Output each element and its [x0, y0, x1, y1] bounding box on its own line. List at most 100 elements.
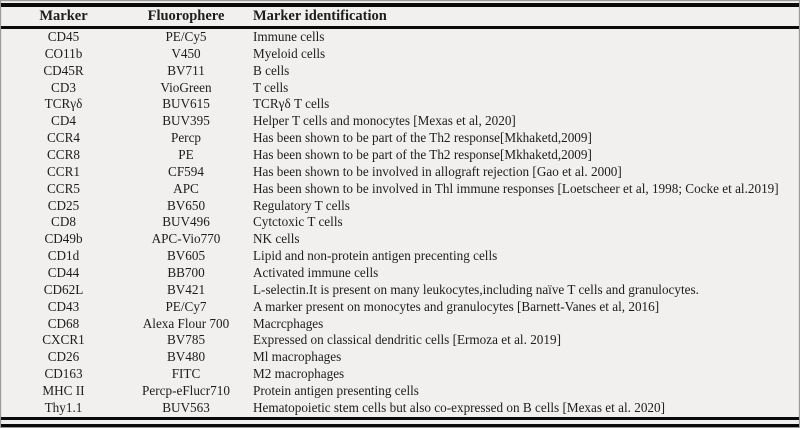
- cell-fluorophore: BV480: [166, 349, 206, 365]
- cell-marker: CXCR1: [42, 332, 85, 348]
- cell-fluorophore: V450: [171, 45, 201, 61]
- cell-identification: Has been shown to be part of the Th2 res…: [253, 130, 592, 146]
- cell-fluorophore: CF594: [168, 163, 204, 179]
- bottom-rule: [1, 417, 799, 420]
- table-row: CD68 Alexa Flour 700 Macrcphages: [1, 316, 799, 333]
- cell-identification: TCRγδ T cells: [253, 96, 330, 112]
- table-row: CXCR1 BV785 Expressed on classical dendrit…: [1, 332, 799, 349]
- cell-marker: CD1d: [47, 248, 80, 264]
- cell-identification: Immune cells: [253, 29, 325, 44]
- cell-fluorophore: BUV395: [162, 113, 210, 129]
- table-row: CD8 BUV496 Cytctoxic T cells: [1, 214, 799, 231]
- cell-identification: Expressed on classical dendritic cells […: [253, 332, 561, 348]
- table-row: CD163 FITC M2 macrophages: [1, 366, 799, 383]
- cell-identification: Has been shown to be involved in Thl imm…: [253, 180, 779, 196]
- cell-marker: CD44: [47, 265, 80, 281]
- table-row: CD1d BV605 Lipid and non-protein antigen p…: [1, 248, 799, 265]
- cell-fluorophore: FITC: [171, 366, 201, 382]
- cell-identification: Has been shown to be involved in allogra…: [253, 163, 622, 179]
- cell-marker: CD163: [44, 366, 83, 382]
- cell-marker: CCR1: [47, 163, 80, 179]
- cell-fluorophore: BV421: [166, 281, 206, 297]
- table-row: MHC II Percp-eFlucr710 Protein antigen pre…: [1, 383, 799, 400]
- cell-marker: CCR4: [47, 130, 80, 146]
- outer-bottom-rule: [1, 424, 799, 427]
- cell-marker: CD45R: [43, 62, 84, 78]
- cell-marker: CD68: [47, 315, 80, 331]
- top-rule: [1, 3, 799, 7]
- cell-fluorophore: APC: [173, 180, 199, 196]
- cell-fluorophore: BUV563: [162, 399, 210, 415]
- cell-identification: Ml macrophages: [253, 349, 342, 365]
- column-header-fluorophore: Fluorophere: [147, 8, 225, 24]
- table-row: TCRγδ BUV615 TCRγδ T cells: [1, 96, 799, 113]
- cell-marker: CD8: [51, 214, 76, 230]
- table-body: CD45 PE/Cy5 Immune cells CO11b V450 Myeloid c…: [1, 29, 799, 417]
- cell-marker: CD25: [47, 197, 80, 213]
- table-row: CD43 PE/Cy7 A marker present on monocytes …: [1, 299, 799, 316]
- cell-marker: CD45: [47, 29, 80, 44]
- cell-marker: TCRγδ: [44, 96, 83, 112]
- cell-fluorophore: BB700: [167, 265, 205, 281]
- cell-identification: Activated immune cells: [253, 265, 379, 281]
- cell-identification: Has been shown to be part of the Th2 res…: [253, 147, 592, 163]
- cell-marker: MHC II: [42, 383, 85, 399]
- table-row: CD44 BB700 Activated immune cells: [1, 265, 799, 282]
- header-underline-rule: [1, 26, 799, 29]
- cell-fluorophore: Percp: [170, 130, 202, 146]
- cell-marker: Thy1.1: [44, 399, 83, 415]
- column-header-marker: Marker: [39, 8, 88, 24]
- table-row: CD25 BV650 Regulatory T cells: [1, 198, 799, 215]
- table-row: CD49b APC-Vio770 NK cells: [1, 231, 799, 248]
- table-row: CD3 VioGreen T cells: [1, 80, 799, 97]
- cell-identification: Helper T cells and monocytes [Mexas et a…: [253, 113, 516, 129]
- cell-identification: Cytctoxic T cells: [253, 214, 343, 230]
- cell-fluorophore: APC-Vio770: [151, 231, 221, 247]
- table-row: CCR8 PE Has been shown to be part of the T…: [1, 147, 799, 164]
- cell-fluorophore: BV650: [166, 197, 206, 213]
- cell-fluorophore: VioGreen: [160, 79, 212, 95]
- table-row: CD45 PE/Cy5 Immune cells: [1, 29, 799, 46]
- cell-fluorophore: BUV615: [162, 96, 210, 112]
- cell-identification: Regulatory T cells: [253, 197, 350, 213]
- cell-fluorophore: BV711: [167, 62, 205, 78]
- cell-identification: Protein antigen presenting cells: [253, 383, 419, 399]
- table-header-row: Marker Fluorophere Marker identification: [1, 7, 799, 26]
- cell-marker: CD43: [47, 298, 80, 314]
- cell-identification: T cells: [253, 79, 289, 95]
- cell-fluorophore: PE/Cy7: [165, 298, 207, 314]
- cell-identification: A marker present on monocytes and granul…: [253, 298, 660, 314]
- cell-marker: CD62L: [43, 281, 84, 297]
- cell-marker: CD3: [51, 79, 76, 95]
- cell-fluorophore: BV785: [166, 332, 206, 348]
- cell-identification: Lipid and non-protein antigen precenting…: [253, 248, 498, 264]
- table-row: CD62L BV421 L-selectin.It is present on ma…: [1, 282, 799, 299]
- table-row: CD26 BV480 Ml macrophages: [1, 349, 799, 366]
- cell-marker: CCR5: [47, 180, 80, 196]
- cell-marker: CD4: [51, 113, 76, 129]
- cell-identification: Hematopoietic stem cells but also co-exp…: [253, 399, 665, 415]
- cell-fluorophore: PE/Cy5: [165, 29, 207, 44]
- table-row: CD45R BV711 B cells: [1, 63, 799, 80]
- cell-fluorophore: PE: [178, 147, 194, 163]
- table-row: CCR1 CF594 Has been shown to be involved i…: [1, 164, 799, 181]
- column-header-identification: Marker identification: [253, 8, 387, 24]
- table-row: CO11b V450 Myeloid cells: [1, 46, 799, 63]
- cell-marker: CO11b: [44, 45, 83, 61]
- table-row: CCR4 Percp Has been shown to be part of th…: [1, 130, 799, 147]
- cell-identification: Macrcphages: [253, 315, 324, 331]
- cell-fluorophore: Alexa Flour 700: [142, 315, 230, 331]
- cell-fluorophore: Percp-eFlucr710: [142, 383, 230, 399]
- cell-marker: CD26: [47, 349, 80, 365]
- cell-identification: L-selectin.It is present on many leukocy…: [253, 281, 699, 297]
- cell-identification: M2 macrophages: [253, 366, 345, 382]
- cell-marker: CCR8: [47, 147, 80, 163]
- cell-marker: CD49b: [44, 231, 83, 247]
- cell-identification: NK cells: [253, 231, 300, 247]
- table-row: Thy1.1 BUV563 Hematopoietic stem cells but…: [1, 400, 799, 417]
- cell-fluorophore: BUV496: [162, 214, 210, 230]
- cell-fluorophore: BV605: [166, 248, 206, 264]
- cell-identification: B cells: [253, 62, 290, 78]
- table-row: CCR5 APC Has been shown to be involved in …: [1, 181, 799, 198]
